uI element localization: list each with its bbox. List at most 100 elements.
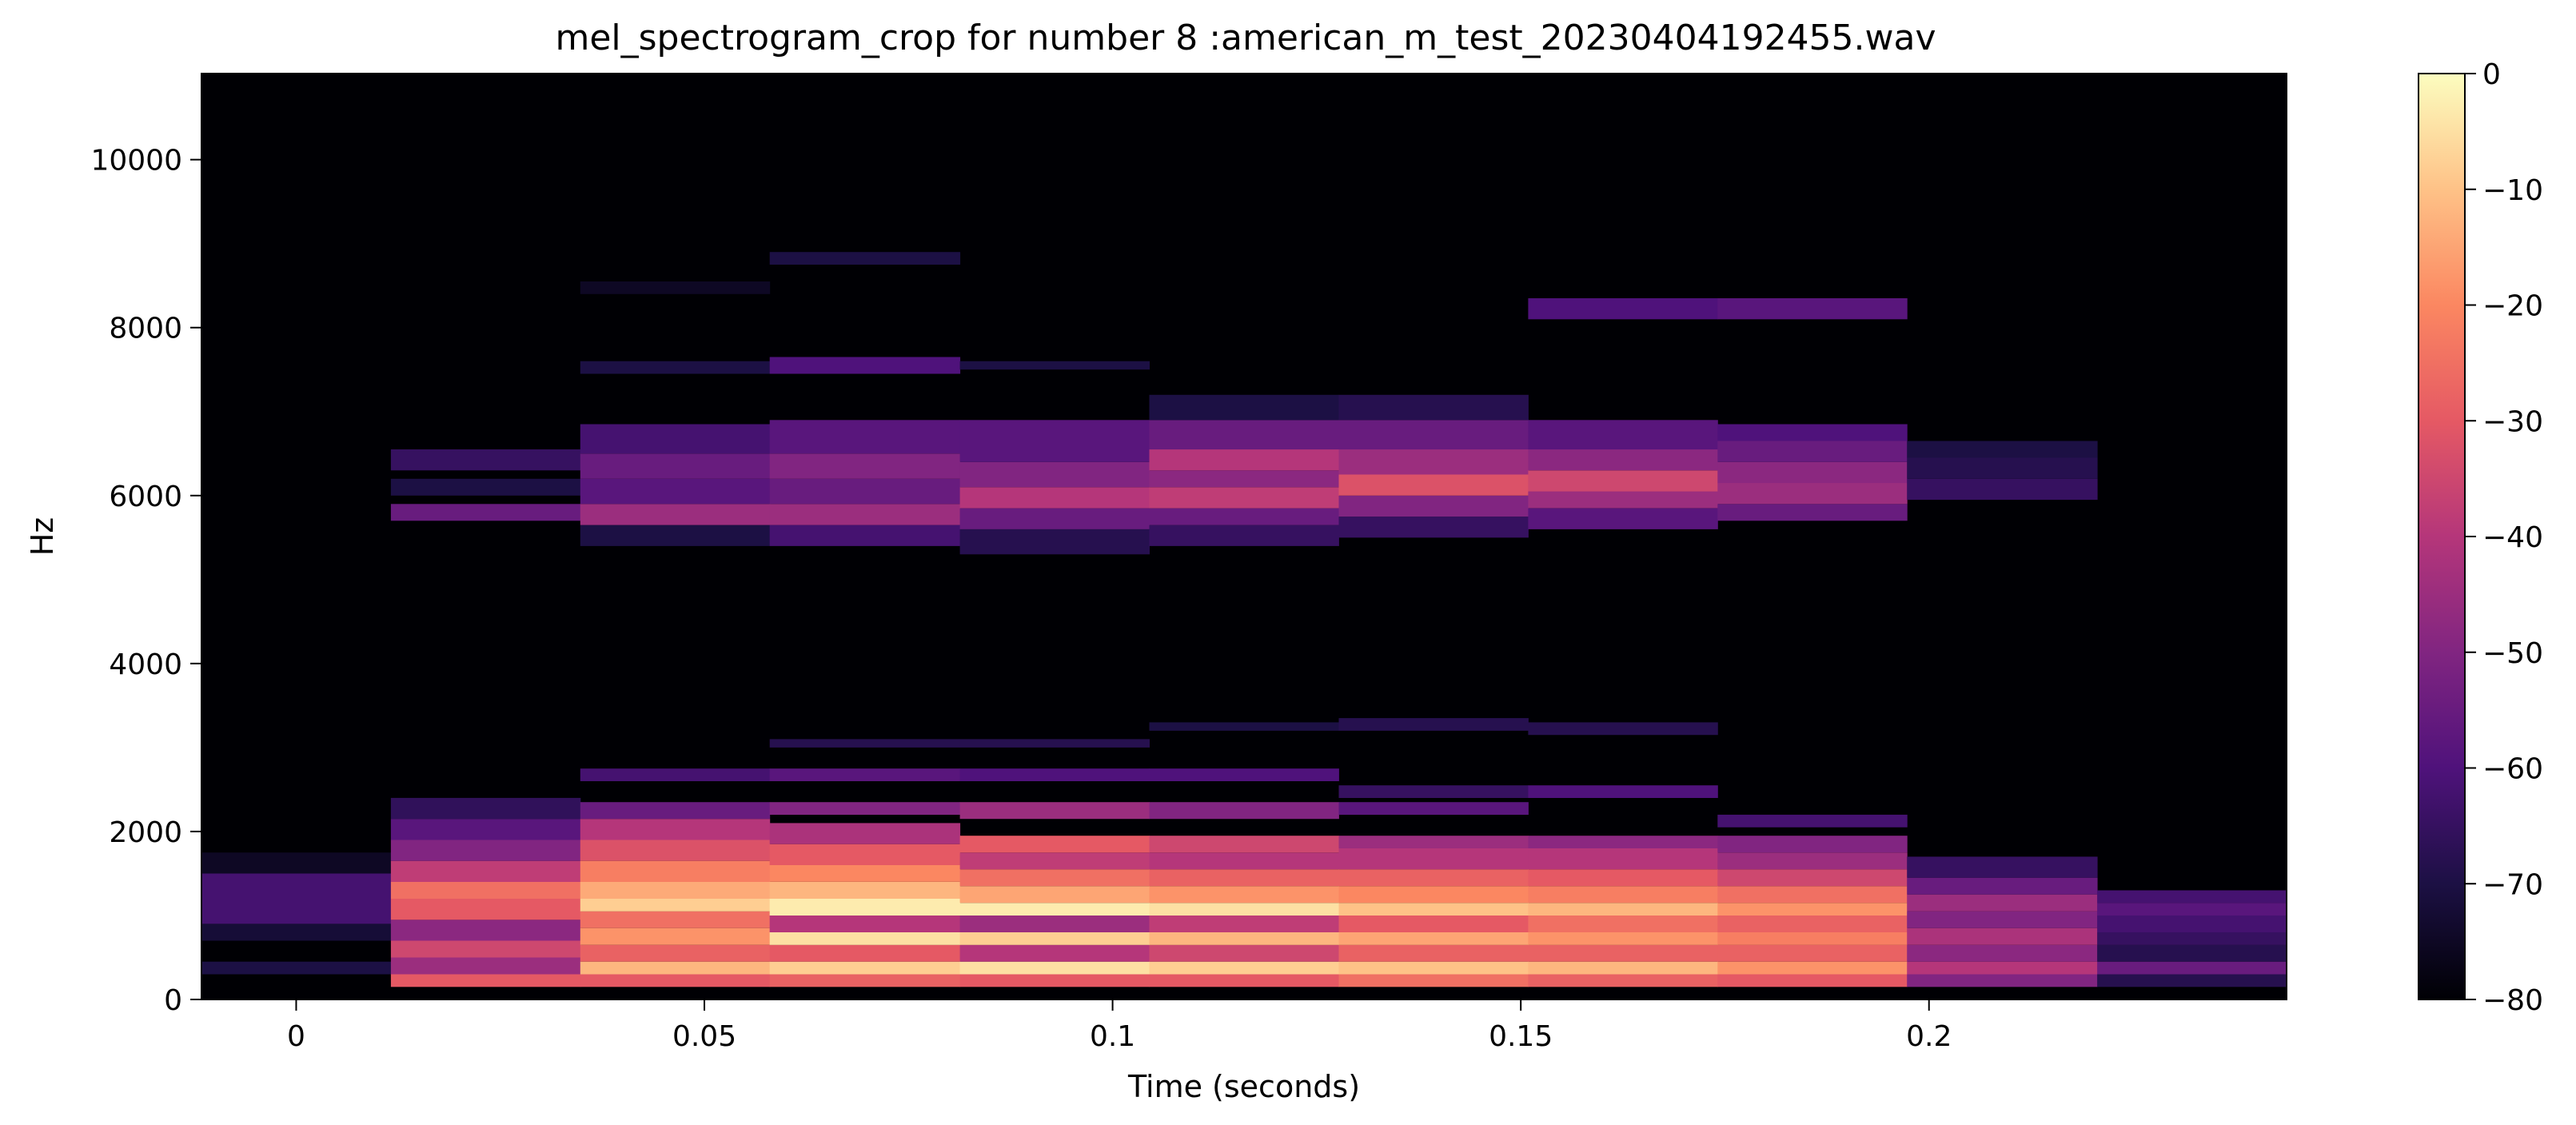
spectrogram-cell [580,504,771,525]
spectrogram-cell [580,819,771,840]
spectrogram-cell [1907,441,2098,458]
spectrogram-cell [1338,916,1529,932]
spectrogram-cell [1528,961,1718,975]
y-tick-label: 6000 [109,481,182,513]
spectrogram-cell [2097,932,2287,945]
spectrogram-cell [580,882,771,899]
spectrogram-cell [580,961,771,975]
spectrogram-cell [390,449,581,471]
spectrogram-cell [1907,928,2098,945]
spectrogram-cell [580,478,771,505]
spectrogram-cell [1149,903,1339,916]
spectrogram-cell [580,911,771,928]
spectrogram-cell [769,357,961,374]
colorbar-tick-label: −20 [2482,290,2543,323]
spectrogram-cell [201,924,392,941]
spectrogram-cell [1907,894,2098,912]
spectrogram-cell [1528,886,1718,904]
spectrogram-cell [1338,802,1529,815]
spectrogram-cell [769,844,961,865]
colorbar-tick-label: −60 [2482,753,2543,786]
y-tick-label: 4000 [109,648,182,681]
spectrogram-cell [959,487,1150,509]
spectrogram-cell [1338,420,1529,450]
spectrogram-cell [1338,932,1529,945]
x-tick-label: 0 [287,1020,305,1053]
spectrogram-cell [390,882,581,899]
spectrogram-cell [1907,944,2098,962]
spectrogram-cell [390,920,581,941]
spectrogram-cell [390,957,581,975]
spectrogram-cell [1338,517,1529,538]
chart-title: mel_spectrogram_crop for number 8 :ameri… [555,18,1936,58]
spectrogram-cell [1717,483,1908,505]
spectrogram-cell [580,424,771,454]
colorbar-tick-label: −50 [2482,637,2543,670]
spectrogram-cell [1717,504,1908,521]
spectrogram-cell [390,899,581,920]
spectrogram-cell [2097,916,2287,932]
spectrogram-cell [390,860,581,882]
spectrogram-cell [959,974,1150,987]
spectrogram-cell [1149,420,1339,450]
spectrogram-cell [1149,525,1339,546]
x-axis-label: Time (seconds) [1127,1069,1360,1104]
spectrogram-cell [1717,886,1908,904]
spectrogram-cell [1717,298,1908,320]
colorbar-tick-label: −30 [2482,405,2543,438]
spectrogram-cell [769,882,961,899]
spectrogram-cell [1149,932,1339,945]
colorbar-tick-label: −40 [2482,521,2543,554]
spectrogram-cell [1717,869,1908,887]
spectrogram-cell [769,864,961,882]
spectrogram-cell [580,525,771,546]
spectrogram-cell [1338,848,1529,870]
colorbar [2418,73,2466,1000]
spectrogram-cell [959,903,1150,916]
spectrogram-cell [1338,474,1529,496]
plot-frame [201,73,2287,1000]
spectrogram-cell [1717,916,1908,932]
spectrogram-cell [1528,785,1718,798]
spectrogram-cell [2097,903,2287,916]
spectrogram-cell [959,886,1150,904]
colorbar-tick-label: 0 [2482,58,2501,91]
spectrogram-cell [1149,886,1339,904]
spectrogram-cell [1528,298,1718,320]
spectrogram-cell [959,739,1150,748]
spectrogram-cell [390,840,581,861]
x-tick-label: 0.2 [1906,1020,1952,1053]
spectrogram-cell [1528,932,1718,945]
spectrogram-cell [1338,886,1529,904]
spectrogram-cell [769,974,961,987]
spectrogram-cell [1149,852,1339,870]
spectrogram-cell [1717,903,1908,916]
spectrogram-cell [769,420,961,454]
spectrogram-cell [1149,449,1339,471]
spectrogram-cell [1528,449,1718,471]
spectrogram-cell [580,768,771,781]
spectrogram-cell [769,525,961,546]
x-axis-ticks: 0 0.05 0.1 0.15 0.2 [287,999,1952,1053]
spectrogram-cell [1528,508,1718,529]
spectrogram-cell [1149,836,1339,853]
spectrogram-cell [1338,974,1529,987]
spectrogram-cell [201,852,392,874]
x-tick-label: 0.05 [672,1020,736,1053]
spectrogram-cell [769,252,961,265]
spectrogram-cell [1717,836,1908,853]
spectrogram-cell [769,932,961,945]
spectrogram-cell [1528,869,1718,887]
spectrogram-cell [390,819,581,840]
spectrogram-cell [2097,974,2287,987]
spectrogram-cell [1528,944,1718,962]
spectrogram-cell [1149,768,1339,781]
spectrogram-cell [1338,718,1529,731]
spectrogram-cell [1717,932,1908,945]
spectrogram-cell [1338,869,1529,887]
spectrogram-cell [1149,470,1339,488]
spectrogram-cell [2097,961,2287,975]
spectrogram-cell [1149,974,1339,987]
spectrogram-cell [1717,461,1908,484]
